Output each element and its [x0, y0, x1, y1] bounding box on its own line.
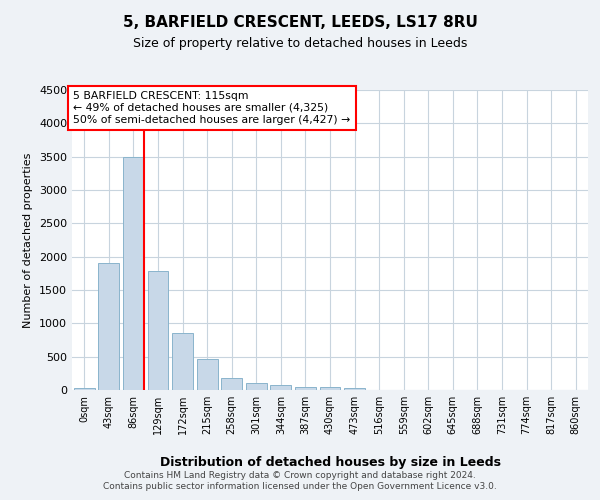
Bar [295, 387, 316, 390]
Bar [148, 272, 169, 390]
Bar [271, 385, 292, 390]
Bar [344, 388, 365, 390]
Bar [172, 332, 193, 390]
Bar [221, 378, 242, 390]
Y-axis label: Number of detached properties: Number of detached properties [23, 152, 34, 328]
Text: 5 BARFIELD CRESCENT: 115sqm
← 49% of detached houses are smaller (4,325)
50% of : 5 BARFIELD CRESCENT: 115sqm ← 49% of det… [73, 92, 350, 124]
Bar [98, 264, 119, 390]
Text: Size of property relative to detached houses in Leeds: Size of property relative to detached ho… [133, 38, 467, 51]
Bar [246, 382, 267, 390]
Text: Contains public sector information licensed under the Open Government Licence v3: Contains public sector information licen… [103, 482, 497, 491]
Bar [197, 360, 218, 390]
Text: Distribution of detached houses by size in Leeds: Distribution of detached houses by size … [160, 456, 500, 469]
Bar [74, 388, 95, 390]
Text: 5, BARFIELD CRESCENT, LEEDS, LS17 8RU: 5, BARFIELD CRESCENT, LEEDS, LS17 8RU [122, 15, 478, 30]
Bar [320, 388, 340, 390]
Bar [123, 156, 144, 390]
Text: Contains HM Land Registry data © Crown copyright and database right 2024.: Contains HM Land Registry data © Crown c… [124, 471, 476, 480]
